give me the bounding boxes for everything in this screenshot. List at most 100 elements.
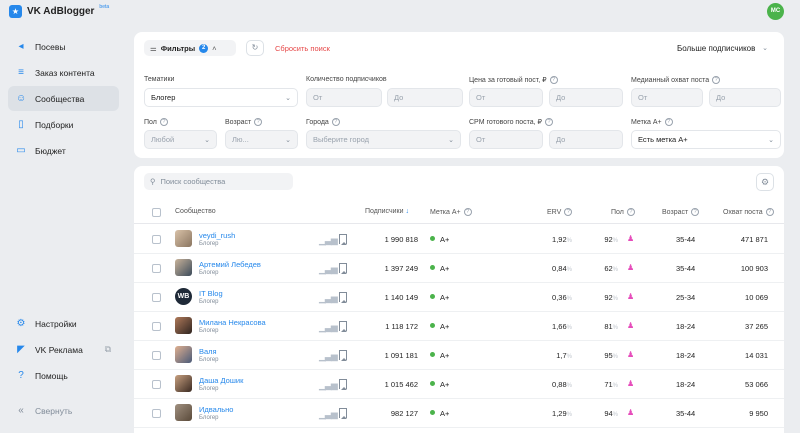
median-reach-to-input[interactable]: До — [709, 88, 781, 107]
sidebar-item-help[interactable]: ? Помощь — [8, 363, 119, 388]
age-value: 35-44 — [676, 409, 696, 418]
cpm-from-input[interactable]: От — [469, 130, 543, 149]
row-checkbox[interactable] — [152, 380, 161, 389]
stats-bars-icon[interactable]: ▁▃▅ — [319, 235, 338, 245]
sidebar-item-label: Посевы — [35, 41, 66, 52]
collapse-button[interactable]: « Свернуть — [8, 398, 119, 423]
col-age[interactable]: Возраст? — [662, 208, 700, 216]
community-name-link[interactable]: Даша Дошик — [199, 376, 244, 385]
bookmark-icon[interactable] — [339, 234, 347, 245]
help-icon[interactable]: ? — [254, 118, 263, 126]
bookmark-icon[interactable] — [339, 321, 347, 332]
select-all-checkbox[interactable] — [152, 208, 161, 217]
sidebar-item-communities[interactable]: ☺ Сообщества — [8, 86, 119, 111]
stats-bars-icon[interactable]: ▁▃▅ — [319, 322, 338, 332]
price-from-input[interactable]: От — [469, 88, 543, 107]
sort-select[interactable]: Больше подписчиков ⌄ — [669, 39, 776, 57]
help-icon[interactable]: ? — [331, 118, 340, 126]
user-avatar[interactable]: MC — [767, 3, 784, 20]
community-avatar[interactable] — [175, 404, 192, 421]
table-row[interactable]: Даша Дошик Блогер ▁▃▅ 1 015 462 А+ 0,88% 71% ♟ 1… — [134, 370, 784, 399]
community-avatar[interactable] — [175, 375, 192, 392]
row-checkbox[interactable] — [152, 235, 161, 244]
mark-select[interactable]: Есть метка А+ ⌄ — [631, 130, 781, 149]
reset-search-link[interactable]: Сбросить поиск — [275, 44, 330, 53]
table-row[interactable]: WB IT Blog Блогер ▁▃▅ 1 140 149 А+ 0,36% 92% ♟ 25… — [134, 283, 784, 312]
bookmark-icon[interactable] — [339, 263, 347, 274]
bookmark-icon[interactable] — [339, 292, 347, 303]
community-name-link[interactable]: IT Blog — [199, 289, 223, 298]
subscribers-to-input[interactable]: До — [387, 88, 463, 107]
city-select[interactable]: Выберите город ⌄ — [306, 130, 461, 149]
col-sex[interactable]: Пол? — [611, 208, 635, 216]
col-reach[interactable]: Охват поста? — [723, 208, 774, 216]
stats-bars-icon[interactable]: ▁▃▅ — [319, 264, 338, 274]
chevron-down-icon: ⌄ — [762, 45, 768, 52]
community-avatar[interactable]: WB — [175, 288, 192, 305]
community-avatar[interactable] — [175, 259, 192, 276]
community-name-link[interactable]: Милана Некрасова — [199, 318, 266, 327]
refresh-search-button[interactable]: ↻ — [246, 40, 264, 56]
subscribers-from-input[interactable]: От — [306, 88, 382, 107]
table-row[interactable]: Милана Некрасова Блогер ▁▃▅ 1 118 172 А+ 1,66… — [134, 312, 784, 341]
col-mark[interactable]: Метка А+? — [430, 208, 472, 216]
table-row[interactable]: Валя Блогер ▁▃▅ 1 091 181 А+ 1,7% 95% ♟ 18-24 14 … — [134, 341, 784, 370]
topics-select[interactable]: Блогер ⌄ — [144, 88, 298, 107]
community-category: Блогер — [199, 357, 219, 363]
community-avatar[interactable] — [175, 317, 192, 334]
stats-bars-icon[interactable]: ▁▃▅ — [319, 293, 338, 303]
row-checkbox[interactable] — [152, 293, 161, 302]
help-icon[interactable]: ? — [712, 76, 721, 84]
percent-sign: % — [566, 296, 572, 302]
app-logo[interactable]: ★ VK AdBlogger beta — [9, 4, 109, 18]
table-row[interactable]: Идвально Блогер ▁▃▅ 982 127 А+ 1,29% 94% ♟ 35-44… — [134, 399, 784, 428]
community-name-link[interactable]: veydi_rush — [199, 231, 236, 240]
sidebar-item-content-order[interactable]: ≡ Заказ контента — [8, 60, 119, 85]
cpm-to-input[interactable]: До — [549, 130, 623, 149]
community-avatar[interactable] — [175, 346, 192, 363]
community-search-input[interactable]: ⚲ Поиск сообщества — [144, 173, 293, 190]
help-icon[interactable]: ? — [626, 208, 635, 216]
help-icon[interactable]: ? — [691, 208, 700, 216]
table-row[interactable]: Артемий Лебедев Блогер ▁▃▅ 1 397 249 А+ 0,84%… — [134, 254, 784, 283]
sidebar-item-vk-ads[interactable]: ◤ VK Реклама ⧉ — [8, 337, 119, 362]
community-name-link[interactable]: Валя — [199, 347, 217, 356]
filters-button[interactable]: ⚌ Фильтры 2 ˄ — [144, 40, 236, 56]
bookmark-icon[interactable] — [339, 408, 347, 419]
col-erv[interactable]: ERV? — [547, 208, 573, 216]
row-checkbox[interactable] — [152, 351, 161, 360]
sidebar-item-budget[interactable]: ▭ Бюджет — [8, 138, 119, 163]
help-icon[interactable]: ? — [564, 208, 573, 216]
chevron-down-icon: ⌄ — [285, 94, 291, 102]
community-name-link[interactable]: Артемий Лебедев — [199, 260, 261, 269]
erv-value: 0,36% — [552, 293, 572, 302]
community-category: Блогер — [199, 270, 219, 276]
help-icon[interactable]: ? — [159, 118, 168, 126]
help-icon[interactable]: ? — [544, 118, 553, 126]
stats-bars-icon[interactable]: ▁▃▅ — [319, 380, 338, 390]
median-reach-from-input[interactable]: От — [631, 88, 703, 107]
row-checkbox[interactable] — [152, 264, 161, 273]
help-icon[interactable]: ? — [549, 76, 558, 84]
sidebar-item-collections[interactable]: ▯ Подборки — [8, 112, 119, 137]
community-name-link[interactable]: Идвально — [199, 405, 234, 414]
help-icon[interactable]: ? — [463, 208, 472, 216]
sidebar-item-seeding[interactable]: ◂ Посевы — [8, 34, 119, 59]
col-subscribers[interactable]: Подписчики ↓ — [365, 208, 409, 215]
row-checkbox[interactable] — [152, 322, 161, 331]
price-to-input[interactable]: До — [549, 88, 623, 107]
bookmark-icon[interactable] — [339, 379, 347, 390]
bookmark-icon[interactable] — [339, 350, 347, 361]
community-avatar[interactable] — [175, 230, 192, 247]
sidebar-item-settings[interactable]: ⚙ Настройки — [8, 311, 119, 336]
stats-bars-icon[interactable]: ▁▃▅ — [319, 351, 338, 361]
sex-select[interactable]: Любой ⌄ — [144, 130, 217, 149]
mark-status-dot — [430, 352, 435, 357]
help-icon[interactable]: ? — [765, 208, 774, 216]
age-select[interactable]: Лю... ⌄ — [225, 130, 298, 149]
stats-bars-icon[interactable]: ▁▃▅ — [319, 409, 338, 419]
table-row[interactable]: veydi_rush Блогер ▁▃▅ 1 990 818 А+ 1,92% 92% ♟ 3… — [134, 225, 784, 254]
row-checkbox[interactable] — [152, 409, 161, 418]
help-icon[interactable]: ? — [664, 118, 673, 126]
table-settings-button[interactable]: ⚙ — [756, 173, 774, 191]
